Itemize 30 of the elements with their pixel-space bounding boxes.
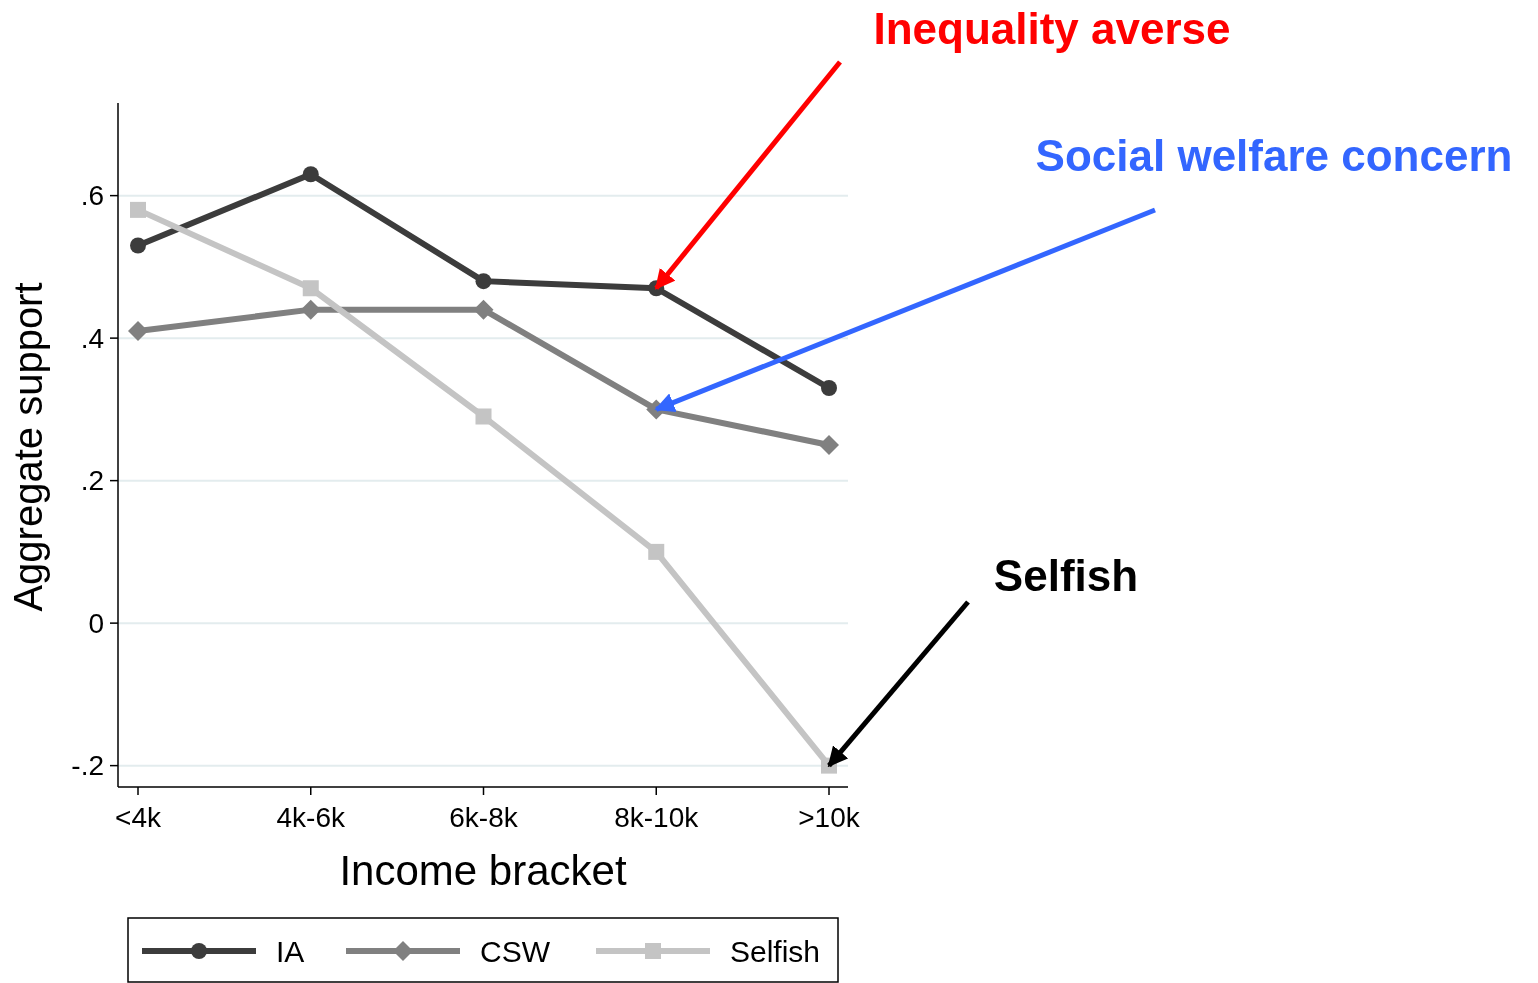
point <box>648 543 665 560</box>
annotation: Social welfare concern <box>1035 130 1513 180</box>
x-tick-label: 4k-6k <box>276 802 346 833</box>
x-tick-label: <4k <box>115 802 162 833</box>
legend-label: CSW <box>480 934 551 968</box>
point <box>821 380 837 396</box>
point <box>475 273 492 290</box>
point <box>302 280 319 297</box>
legend-label: IA <box>276 934 305 968</box>
x-axis-title: Income bracket <box>339 847 627 894</box>
legend-label: Selfish <box>730 934 821 968</box>
point <box>473 299 494 320</box>
point <box>475 408 492 425</box>
point <box>819 435 839 455</box>
annotation: Selfish <box>993 550 1139 600</box>
x-tick-label: >10k <box>798 802 861 833</box>
point <box>302 166 319 183</box>
point <box>300 299 321 320</box>
point <box>130 201 146 218</box>
y-tick-label: .4 <box>80 322 104 354</box>
y-axis-title: Aggregate support <box>6 282 50 612</box>
annotation: Inequality averse <box>873 3 1231 53</box>
x-tick-label: 8k-10k <box>614 802 700 833</box>
x-tick-label: 6k-8k <box>449 802 519 833</box>
y-tick-label: 0 <box>88 607 104 639</box>
point <box>128 321 148 341</box>
y-tick-label: .2 <box>80 465 104 497</box>
y-tick-label: .6 <box>80 180 104 212</box>
y-tick-label: -.2 <box>71 750 104 782</box>
point <box>130 237 146 254</box>
